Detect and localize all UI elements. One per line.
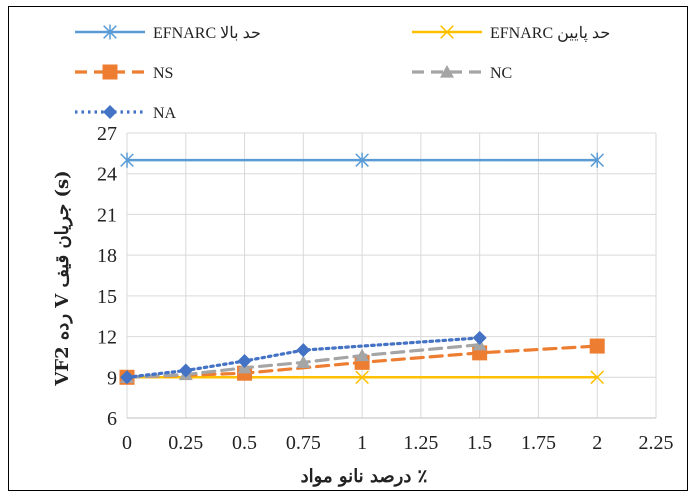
diamond-marker xyxy=(178,363,193,378)
series-0 xyxy=(120,152,605,168)
x-tick-label: 0.5 xyxy=(232,432,257,454)
x-tick-label: 1.75 xyxy=(521,432,556,454)
legend-item: NC xyxy=(412,65,512,82)
x-marker xyxy=(590,370,605,385)
triangle-marker xyxy=(440,65,454,78)
diamond-marker xyxy=(120,370,134,385)
grid xyxy=(126,132,657,419)
triangle-marker xyxy=(296,355,311,368)
x-tick-label: 0 xyxy=(122,432,132,454)
x-tick-label: 0.25 xyxy=(168,432,203,454)
y-axis-title: VF2 رده V جریان قیف (s) xyxy=(52,170,73,386)
legend: EFNARC حد بالا EFNARC حد پایین NS NC NA xyxy=(75,24,610,122)
series-group xyxy=(119,152,605,385)
star-marker xyxy=(120,152,134,168)
y-tick-label: 12 xyxy=(97,327,117,349)
x-tick-label: 2 xyxy=(592,432,602,454)
legend-item: NS xyxy=(75,64,173,82)
triangle-marker xyxy=(355,348,370,362)
y-tick-label: 18 xyxy=(97,245,117,267)
legend-item: EFNARC حد بالا xyxy=(75,24,261,42)
diamond-marker xyxy=(296,343,311,358)
x-axis-title: درصد نانو مواد ٪ xyxy=(301,466,428,487)
legend-label: EFNARC حد پایین xyxy=(490,25,610,42)
diamond-marker xyxy=(237,354,252,368)
y-tick-label: 9 xyxy=(107,367,117,389)
diamond-marker xyxy=(472,330,487,345)
legend-item: NA xyxy=(75,105,177,122)
legend-label: EFNARC حد بالا xyxy=(153,25,261,42)
x-tick-label: 1 xyxy=(357,432,367,454)
x-marker xyxy=(440,25,454,39)
x-tick-label: 1.5 xyxy=(467,432,492,454)
x-ticks: 0 0.25 0.5 0.75 1 1.25 1.5 1.75 2 2.25 xyxy=(122,432,674,454)
star-marker xyxy=(590,152,605,168)
series-4 xyxy=(120,330,487,385)
y-tick-label: 21 xyxy=(97,204,117,226)
square-marker xyxy=(589,338,605,354)
star-marker xyxy=(355,152,369,168)
y-tick-label: 15 xyxy=(97,286,117,308)
legend-item: EFNARC حد پایین xyxy=(412,25,610,42)
legend-label: NC xyxy=(490,65,512,82)
square-marker xyxy=(102,64,118,80)
x-tick-label: 2.25 xyxy=(639,432,674,454)
chart-frame xyxy=(8,6,688,491)
diamond-marker xyxy=(103,105,117,119)
legend-label: NS xyxy=(153,65,173,82)
series-line xyxy=(125,343,482,379)
y-tick-label: 27 xyxy=(97,123,117,145)
x-tick-label: 1.25 xyxy=(403,432,438,454)
x-tick-label: 0.75 xyxy=(286,432,321,454)
legend-label: NA xyxy=(153,105,177,122)
y-tick-label: 6 xyxy=(107,408,117,430)
x-marker xyxy=(355,370,369,385)
y-tick-label: 24 xyxy=(97,164,117,186)
y-ticks: 6 9 12 15 18 21 24 27 xyxy=(97,123,117,430)
star-marker xyxy=(103,24,117,40)
